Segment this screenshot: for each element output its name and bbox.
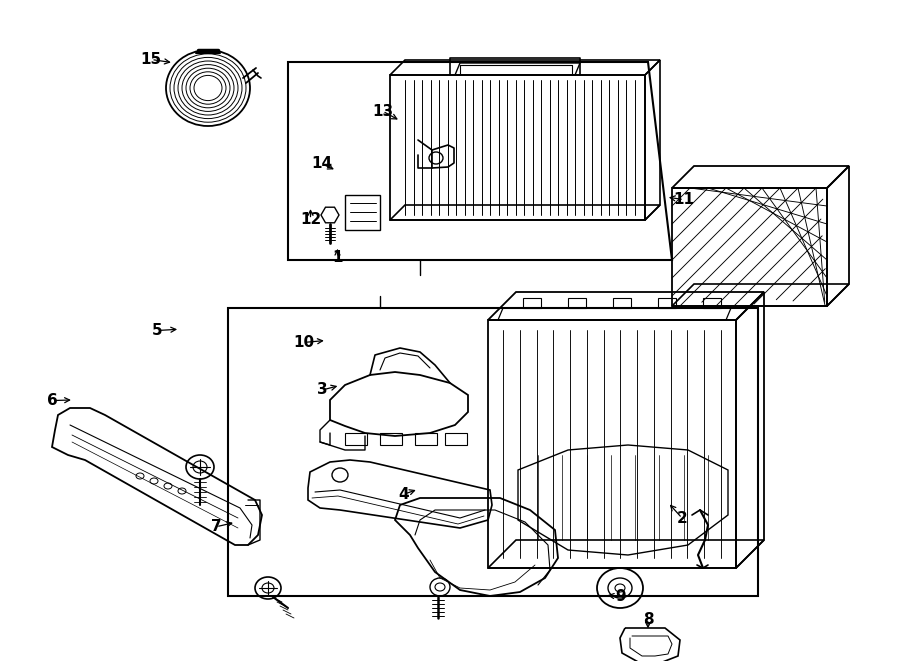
Text: 13: 13 <box>372 104 393 118</box>
Text: 11: 11 <box>673 192 695 207</box>
Text: 2: 2 <box>677 511 688 525</box>
Text: 8: 8 <box>643 612 653 627</box>
Text: 1: 1 <box>332 251 343 265</box>
Text: 6: 6 <box>47 393 58 408</box>
Text: 3: 3 <box>317 383 328 397</box>
Text: 9: 9 <box>616 590 626 604</box>
Text: 7: 7 <box>211 520 221 534</box>
Text: 5: 5 <box>152 323 163 338</box>
Text: 15: 15 <box>140 52 162 67</box>
Text: 4: 4 <box>398 487 409 502</box>
Text: 10: 10 <box>293 335 315 350</box>
Text: 12: 12 <box>300 212 321 227</box>
Text: 14: 14 <box>311 157 333 171</box>
